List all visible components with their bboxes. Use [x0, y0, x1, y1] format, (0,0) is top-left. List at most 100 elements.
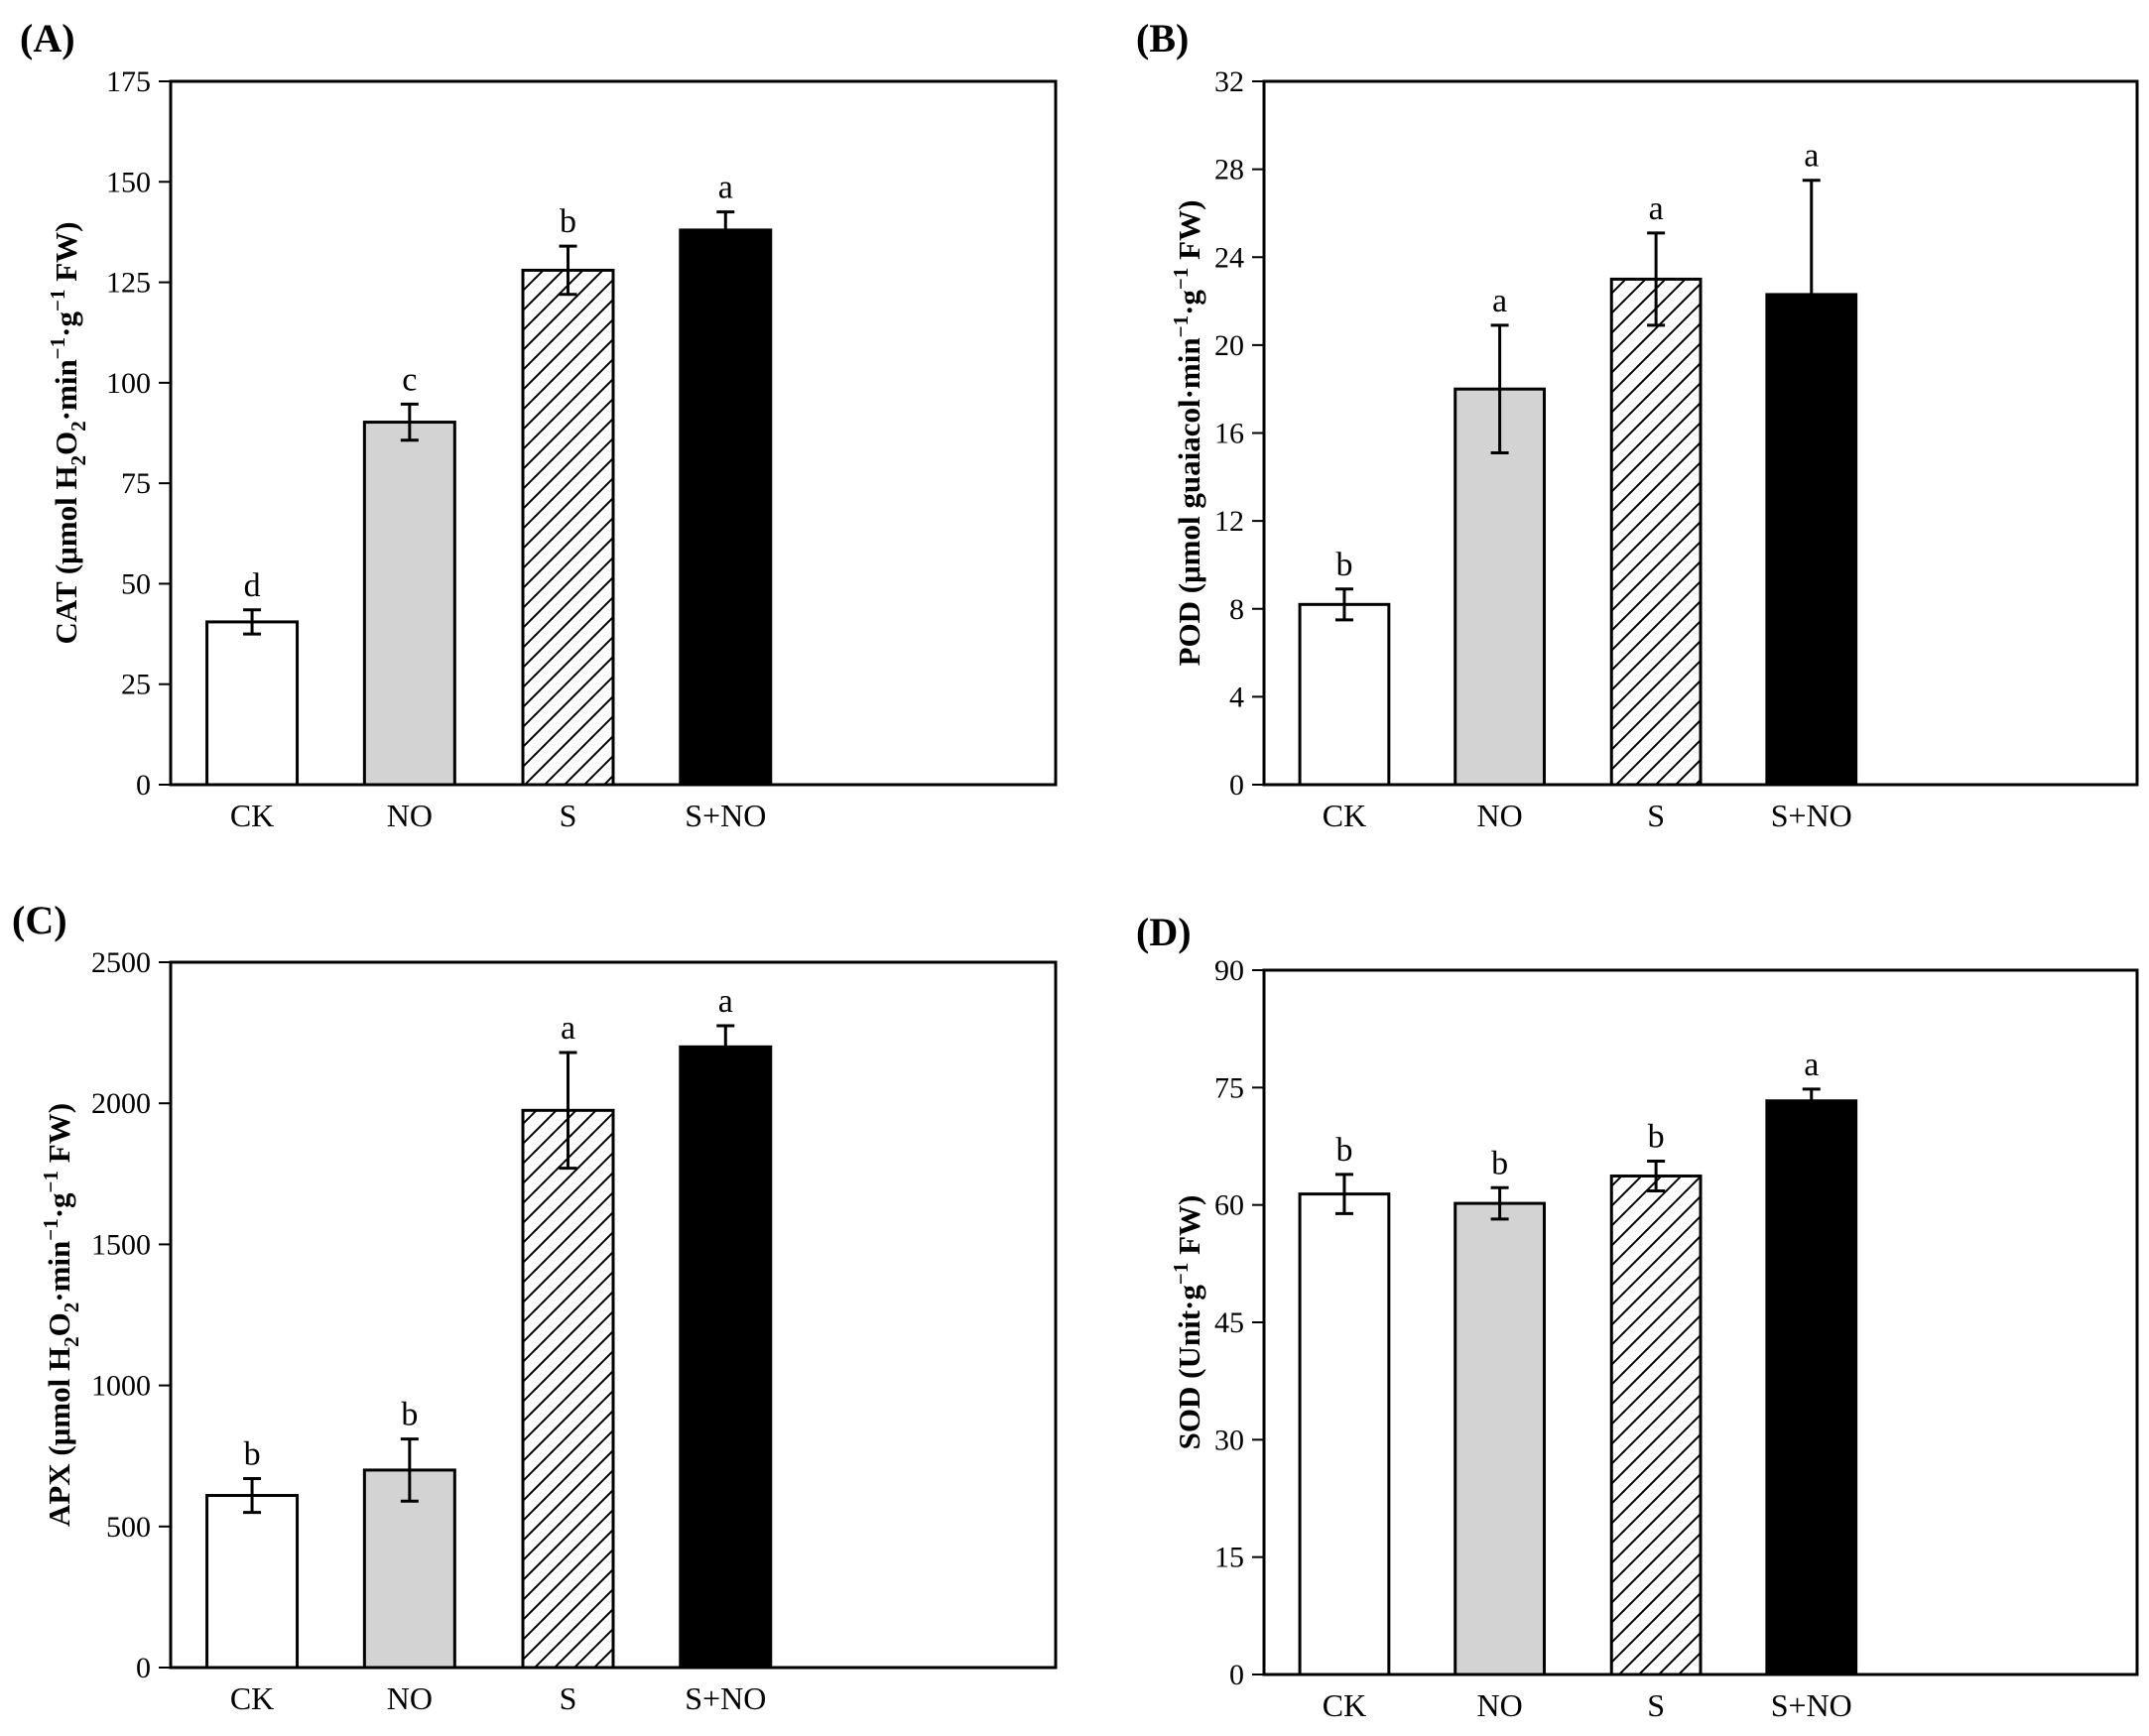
y-axis-label: CAT (μmol H2O2·min−1·g−1 FW): [46, 222, 90, 645]
bar-s: [521, 268, 615, 787]
y-tick-label: 150: [106, 166, 151, 198]
bar-ck: [205, 1494, 300, 1670]
y-tick-label: 2000: [91, 1087, 151, 1120]
y-tick-label: 28: [1214, 154, 1244, 186]
y-axis-label-part: −1: [1169, 268, 1193, 290]
x-tick-label: S+NO: [685, 1680, 766, 1716]
y-tick-label: 0: [1229, 769, 1244, 802]
y-tick-label: 50: [121, 567, 151, 600]
panel-label: (B): [1136, 16, 1189, 61]
y-tick-label: 16: [1214, 418, 1244, 450]
x-tick-label: NO: [387, 1680, 433, 1716]
y-tick-label: 125: [106, 267, 151, 300]
y-axis-label-part: −1: [1169, 315, 1193, 337]
y-axis-label-part: −1: [39, 1171, 63, 1192]
y-tick-label: 500: [106, 1511, 151, 1544]
significance-letter: d: [244, 567, 261, 604]
y-axis-label-part: CAT (μmol H: [49, 465, 83, 644]
y-tick-label: 0: [1229, 1659, 1244, 1691]
panel-3: (C) 0 500 1000 1500 2000 2500 b CK b NO a Sa S+NO APX …: [12, 898, 1058, 1716]
x-tick-label: S: [560, 1680, 577, 1716]
significance-letter: a: [1492, 283, 1507, 319]
significance-letter: b: [1335, 547, 1352, 583]
y-tick-label: 175: [106, 65, 151, 98]
panel-1: (A) 0 25 50 75 100 125 150 175 d CK c NO b Sa S+NO CAT (…: [20, 16, 1058, 833]
x-tick-label: CK: [1323, 1687, 1366, 1723]
plot-frame: [1262, 968, 2139, 1676]
significance-letter: a: [1649, 190, 1664, 227]
significance-letter: a: [718, 170, 733, 206]
y-tick-label: 60: [1214, 1189, 1244, 1222]
y-tick-label: 32: [1214, 65, 1244, 98]
y-tick-label: 1000: [91, 1370, 151, 1403]
y-axis-label: APX (μmol H2O2·min−1·g−1 FW): [39, 1103, 83, 1527]
y-tick-label: 4: [1229, 681, 1244, 713]
y-tick-label: 0: [136, 1652, 151, 1684]
x-tick-label: CK: [1323, 798, 1366, 833]
significance-letter: b: [244, 1435, 261, 1472]
y-axis-label-part: POD (μmol guaiacol·min: [1172, 337, 1206, 666]
bar-no: [1454, 387, 1546, 787]
significance-letter: a: [561, 1010, 575, 1047]
y-tick-label: 12: [1214, 505, 1244, 538]
bar-s-plus-no: [679, 228, 773, 787]
bar-s: [1609, 277, 1703, 787]
significance-letter: a: [1804, 138, 1819, 175]
bar-ck: [1298, 1192, 1391, 1676]
bar-s-plus-no: [1765, 1099, 1858, 1676]
y-tick-label: 25: [121, 669, 151, 701]
y-tick-label: 100: [106, 367, 151, 400]
y-axis-label-part: 2: [66, 421, 90, 432]
panel-2: (B) 0 4 8 12 16 20 24 28 32 b CK a NO a Sa S+NO POD (μmol…: [1136, 16, 2139, 833]
y-axis-label-part: ·g: [1172, 290, 1206, 315]
panel-label: (C): [12, 898, 67, 942]
x-tick-label: CK: [230, 798, 274, 833]
significance-letter: b: [1491, 1145, 1508, 1181]
y-axis-label-part: 2: [60, 1302, 83, 1313]
x-tick-label: S+NO: [685, 798, 766, 833]
y-axis-label-part: FW): [1172, 200, 1206, 268]
y-axis-label-part: 2: [60, 1336, 83, 1347]
y-axis-label-part: FW): [1172, 1195, 1206, 1263]
panel-4: (D) 0 15 30 45 60 75 90 b CK b NO b Sa S+NO SOD (Unit·g…: [1136, 910, 2139, 1723]
x-tick-label: S: [1647, 798, 1665, 833]
y-tick-label: 75: [1214, 1071, 1244, 1104]
y-tick-label: 15: [1214, 1542, 1244, 1574]
y-axis-label-part: FW): [42, 1103, 76, 1171]
x-tick-label: NO: [387, 798, 433, 833]
y-tick-label: 8: [1229, 593, 1244, 626]
y-axis-label-part: O: [42, 1312, 76, 1336]
bar-no: [1454, 1201, 1546, 1676]
bar-s: [521, 1108, 615, 1670]
y-tick-label: 20: [1214, 329, 1244, 362]
bar-no: [362, 421, 456, 787]
significance-letter: b: [1648, 1118, 1665, 1155]
significance-letter: b: [560, 203, 576, 240]
y-tick-label: 1500: [91, 1228, 151, 1261]
bar-no: [362, 1468, 456, 1670]
y-axis-label-part: SOD (Unit·g: [1172, 1285, 1206, 1450]
y-axis-label-part: 2: [66, 455, 90, 466]
y-tick-label: 2500: [91, 946, 151, 979]
bar-ck: [1298, 602, 1391, 787]
x-tick-label: NO: [1476, 798, 1522, 833]
panel-label: (A): [20, 16, 75, 61]
significance-letter: a: [718, 983, 733, 1020]
x-tick-label: S: [1647, 1687, 1665, 1723]
y-tick-label: 0: [136, 769, 151, 802]
significance-letter: b: [401, 1397, 418, 1433]
plot-frame: [169, 960, 1058, 1670]
y-axis-label: SOD (Unit·g−1 FW): [1169, 1195, 1206, 1450]
y-tick-label: 90: [1214, 954, 1244, 987]
y-tick-label: 30: [1214, 1424, 1244, 1456]
bar-s-plus-no: [679, 1045, 773, 1670]
y-tick-label: 45: [1214, 1306, 1244, 1339]
y-axis-label-part: O: [49, 432, 83, 455]
bar-s: [1609, 1174, 1703, 1676]
x-tick-label: CK: [230, 1680, 274, 1716]
significance-letter: a: [1804, 1047, 1819, 1083]
y-axis-label-part: −1: [39, 1218, 63, 1240]
x-tick-label: S+NO: [1771, 798, 1852, 833]
y-axis-label: POD (μmol guaiacol·min−1·g−1 FW): [1169, 200, 1206, 667]
